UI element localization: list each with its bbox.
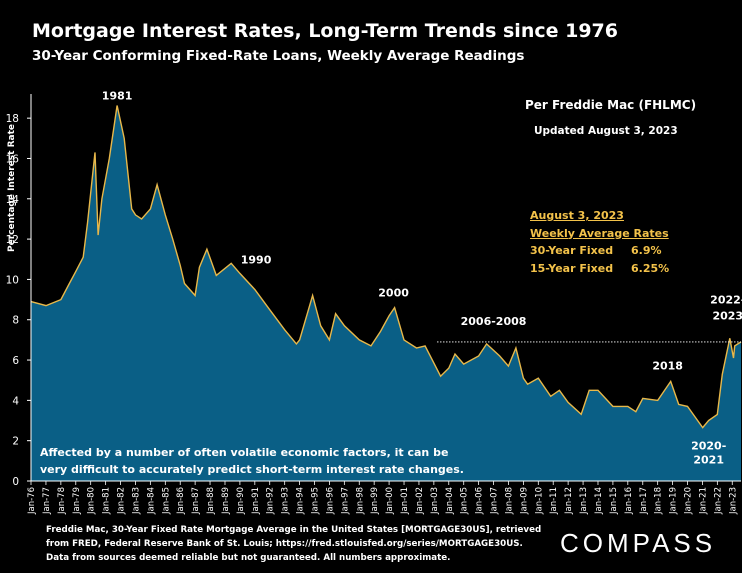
footer-line-2: from FRED, Federal Reserve Bank of St. L…	[46, 539, 523, 549]
annotation-label: 1981	[102, 89, 133, 102]
x-tick-label: Jan-88	[206, 487, 216, 515]
annotation-label: 2022-	[710, 293, 742, 306]
x-tick-label: Jan-08	[504, 487, 514, 515]
x-tick-label: Jan-02	[415, 487, 425, 515]
x-tick-label: Jan-09	[519, 487, 529, 515]
annotation-label: 2018	[652, 359, 683, 372]
rates-heading: Weekly Average Rates	[530, 226, 669, 240]
x-tick-label: Jan-97	[340, 487, 350, 515]
annotation-label: 1990	[241, 253, 272, 266]
annotation-label: 2023	[712, 309, 742, 322]
y-tick-label: 2	[12, 436, 19, 448]
x-tick-label: Jan-01	[400, 487, 410, 515]
x-tick-label: Jan-79	[72, 487, 82, 515]
x-tick-label: Jan-23	[728, 487, 738, 515]
rate-label-30yr: 30-Year Fixed	[530, 244, 614, 257]
updated-label: Updated August 3, 2023	[534, 125, 678, 137]
x-tick-label: Jan-77	[42, 487, 52, 515]
y-tick-label: 18	[6, 113, 19, 125]
volatility-note: Affected by a number of often volatile e…	[40, 444, 464, 478]
rate-line	[30, 105, 742, 429]
x-tick-label: Jan-96	[325, 487, 335, 515]
x-tick-label: Jan-82	[117, 487, 127, 515]
note-line-1: Affected by a number of often volatile e…	[40, 446, 449, 459]
y-tick-label: 12	[6, 234, 19, 246]
x-tick-label: Jan-20	[683, 487, 693, 515]
x-tick-label: Jan-00	[385, 487, 395, 515]
x-tick-label: Jan-21	[698, 487, 708, 515]
annotation-label: 2021	[693, 454, 724, 467]
x-tick-label: Jan-13	[579, 487, 589, 515]
x-tick-label: Jan-16	[624, 487, 634, 515]
x-tick-label: Jan-87	[191, 487, 201, 515]
x-tick-label: Jan-76	[27, 487, 37, 515]
x-tick-label: Jan-05	[460, 487, 470, 515]
x-tick-label: Jan-90	[236, 487, 246, 515]
x-tick-label: Jan-89	[221, 487, 231, 515]
y-tick-label: 0	[12, 476, 19, 488]
footer-line-1: Freddie Mac, 30-Year Fixed Rate Mortgage…	[46, 525, 542, 535]
chart-title: Mortgage Interest Rates, Long-Term Trend…	[32, 20, 618, 42]
y-tick-label: 14	[6, 194, 20, 206]
annotation-label: 2006-2008	[461, 315, 527, 328]
annotation-label: 2020-	[691, 440, 726, 453]
rate-value-30yr: 6.9%	[631, 244, 662, 257]
x-tick-label: Jan-83	[131, 487, 141, 515]
rate-label-15yr: 15-Year Fixed	[530, 261, 614, 275]
y-axis-label: Percentage Interest Rate	[7, 124, 17, 252]
x-tick-label: Jan-10	[534, 487, 544, 515]
x-tick-label: Jan-85	[161, 487, 171, 515]
rate-area	[31, 105, 741, 481]
y-tick-label: 16	[6, 153, 20, 165]
rate-value-15yr: 6.25%	[631, 261, 670, 275]
x-tick-label: Jan-99	[370, 487, 380, 515]
x-tick-label: Jan-03	[430, 487, 440, 515]
source-label: Per Freddie Mac (FHLMC)	[525, 98, 697, 112]
x-tick-label: Jan-98	[355, 487, 365, 515]
rates-box: August 3, 2023 Weekly Average Rates 30-Y…	[530, 207, 669, 277]
x-tick-label: Jan-15	[609, 487, 619, 515]
note-line-2: very difficult to accurately predict sho…	[40, 463, 464, 476]
x-tick-label: Jan-17	[639, 487, 649, 515]
x-tick-label: Jan-07	[490, 487, 500, 515]
x-tick-label: Jan-84	[146, 487, 156, 515]
x-tick-label: Jan-86	[176, 487, 186, 515]
x-tick-label: Jan-93	[281, 487, 291, 515]
rates-date: August 3, 2023	[530, 209, 624, 222]
footer-line-3: Data from sources deemed reliable but no…	[46, 553, 451, 563]
x-tick-label: Jan-78	[57, 487, 67, 515]
y-tick-label: 4	[12, 395, 19, 407]
x-tick-label: Jan-91	[251, 487, 261, 515]
y-tick-label: 10	[6, 274, 19, 286]
x-tick-label: Jan-95	[310, 487, 320, 515]
x-tick-label: Jan-19	[669, 487, 679, 515]
footer-source: Freddie Mac, 30-Year Fixed Rate Mortgage…	[46, 523, 541, 565]
x-tick-label: Jan-22	[713, 487, 723, 515]
rate-row-30yr: 30-Year Fixed 6.9%	[530, 242, 669, 260]
x-tick-label: Jan-80	[87, 487, 97, 515]
x-tick-label: Jan-04	[445, 487, 455, 515]
compass-logo: COMPASS	[560, 528, 717, 558]
x-tick-label: Jan-14	[594, 487, 604, 515]
x-tick-label: Jan-92	[266, 487, 276, 515]
x-tick-label: Jan-06	[475, 487, 485, 515]
annotation-label: 2000	[378, 287, 409, 300]
y-tick-label: 8	[12, 315, 19, 327]
x-tick-label: Jan-18	[654, 487, 664, 515]
chart-subtitle: 30-Year Conforming Fixed-Rate Loans, Wee…	[32, 48, 525, 64]
x-tick-label: Jan-94	[296, 487, 306, 515]
y-tick-label: 6	[12, 355, 19, 367]
x-tick-label: Jan-81	[102, 487, 112, 515]
rate-row-15yr: 15-Year Fixed 6.25%	[530, 260, 669, 278]
x-tick-label: Jan-12	[564, 487, 574, 515]
x-tick-label: Jan-11	[549, 487, 559, 515]
